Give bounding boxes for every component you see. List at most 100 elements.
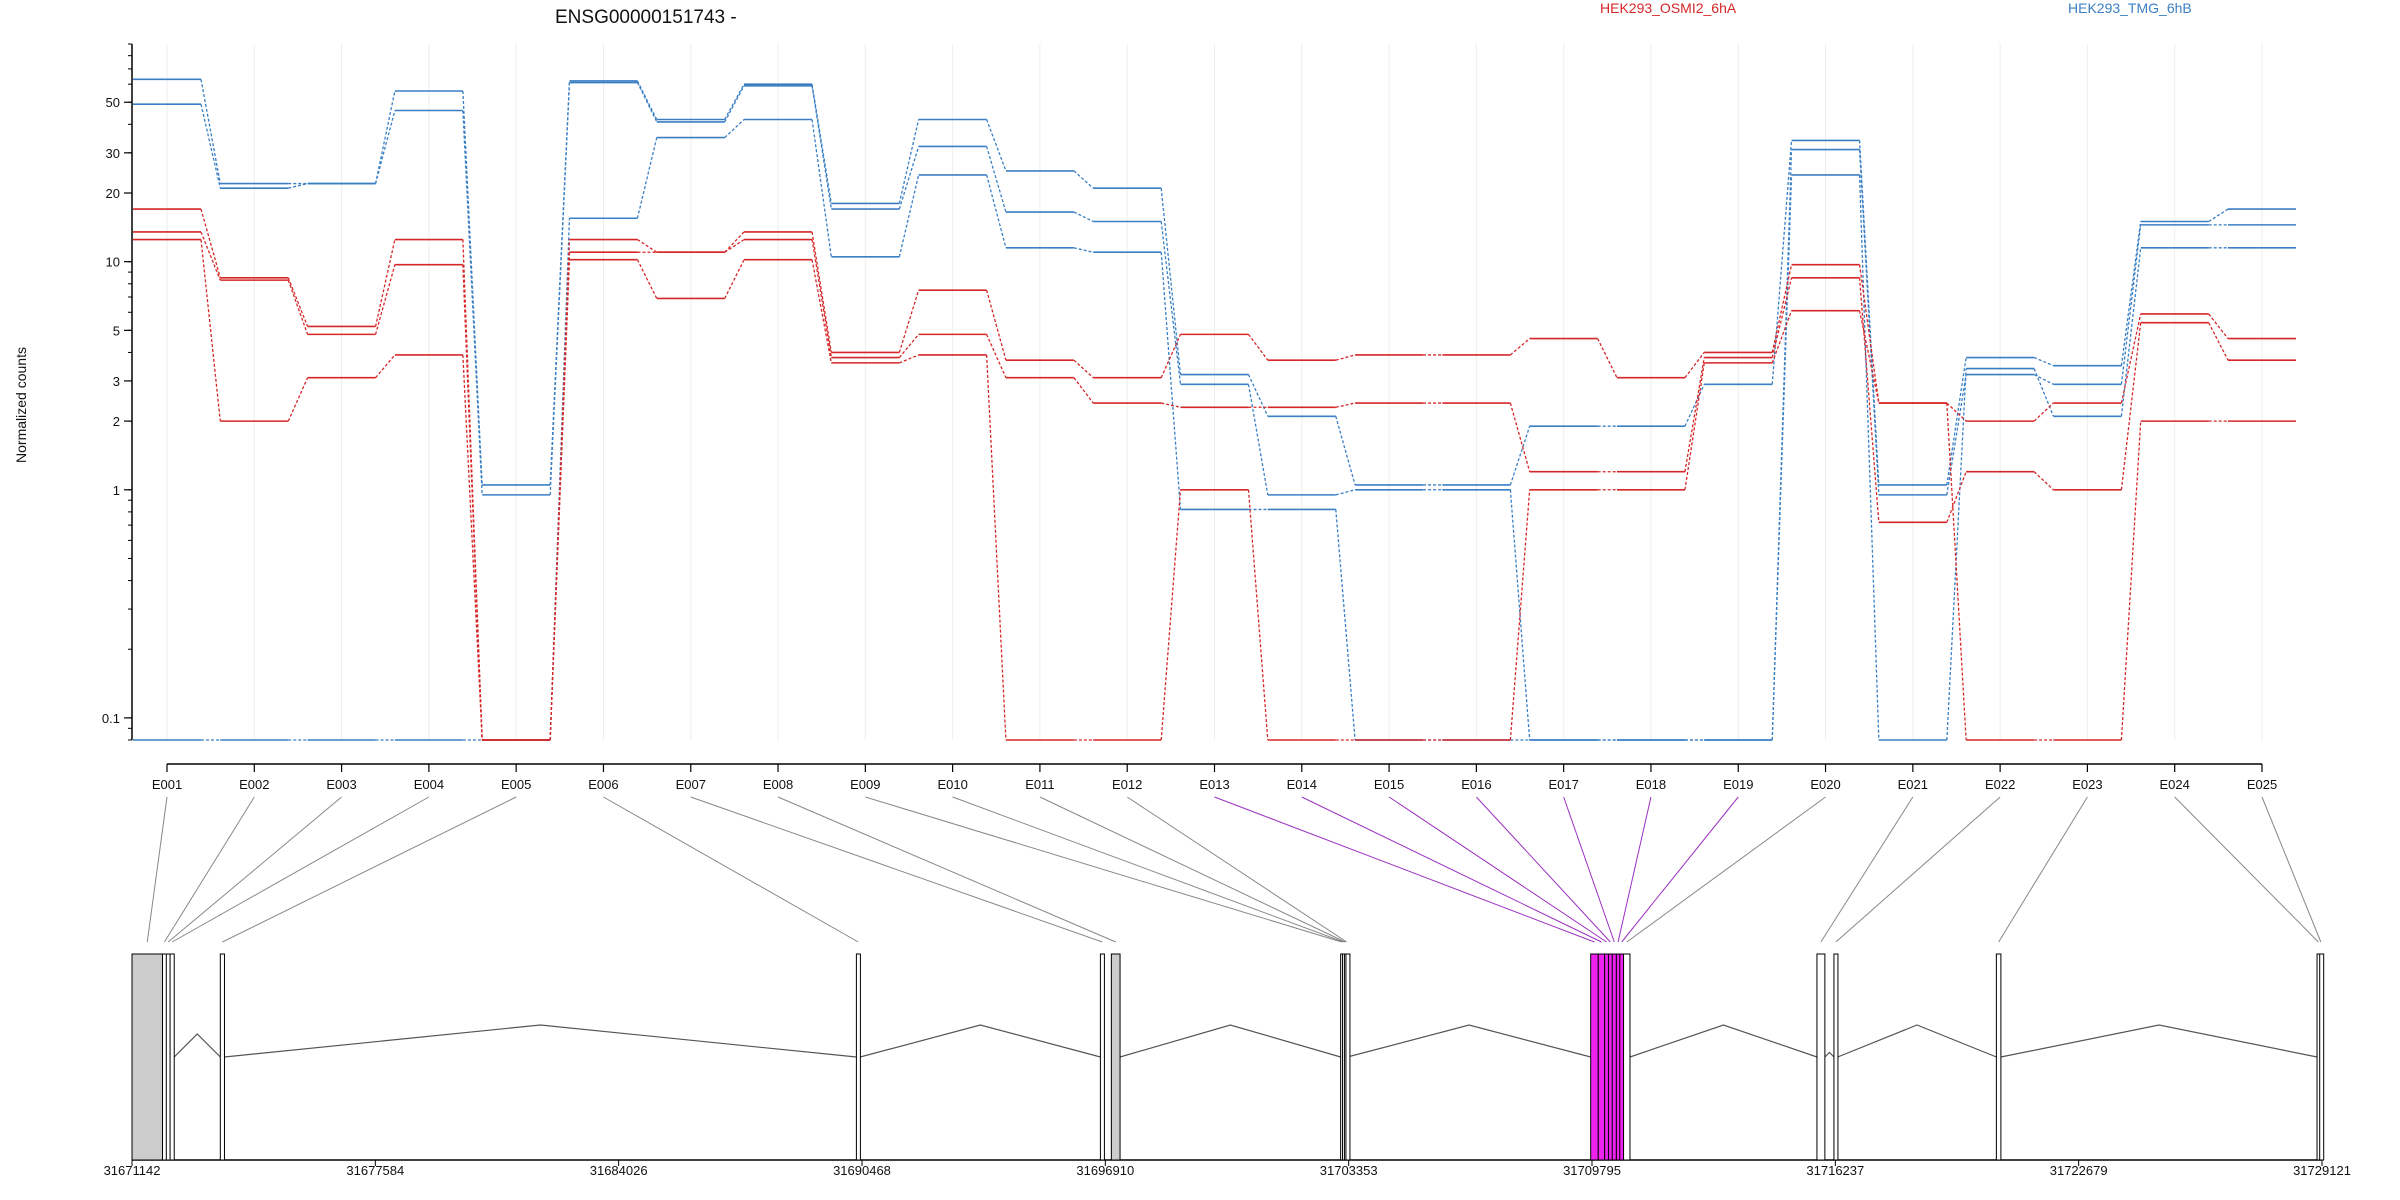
- series-connector: [1946, 402, 1967, 422]
- series-connector: [2033, 471, 2054, 491]
- series-connector: [1160, 489, 1182, 741]
- series-connector: [2120, 421, 2142, 741]
- series-connector: [1946, 368, 1967, 741]
- connector-E011: [1039, 796, 1346, 943]
- genomic-tick-label: 31703353: [1320, 1163, 1378, 1178]
- genomic-tick-label: 31684026: [590, 1163, 648, 1178]
- series-connector: [986, 334, 1007, 378]
- legend-entry-osmi2: HEK293_OSMI2_6hA: [1600, 0, 1737, 16]
- series-connector: [2120, 224, 2142, 385]
- x-tick-label: E019: [1723, 777, 1753, 792]
- series-connector: [1160, 221, 1182, 385]
- series-connector: [1771, 277, 1793, 358]
- series-connector: [1509, 425, 1531, 486]
- series-connector: [1073, 247, 1094, 253]
- y-tick-label: 20: [106, 186, 120, 201]
- y-tick-label: 30: [106, 146, 120, 161]
- x-tick-label: E023: [2072, 777, 2102, 792]
- x-tick-label: E006: [588, 777, 618, 792]
- series-connector: [986, 146, 1007, 213]
- series-connector: [200, 104, 221, 189]
- y-axis-label: Normalized counts: [13, 347, 29, 463]
- intron-line: [860, 1024, 1101, 1058]
- series-connector: [287, 279, 309, 335]
- series-connector: [462, 354, 483, 741]
- connector-E008: [777, 796, 1116, 943]
- connector-E023: [1998, 796, 2088, 943]
- chart-title: ENSG00000151743 -: [555, 7, 737, 28]
- exon-E021: [1816, 953, 1826, 1161]
- series-connector: [2033, 356, 2054, 367]
- series-connector: [1335, 509, 1356, 741]
- x-tick-label: E002: [239, 777, 269, 792]
- series-connector: [2120, 247, 2142, 417]
- plot-area: 0.1 1 2 3 5 10 20 30 50 E001 E002 E003 E004 E005 E006 E…: [102, 43, 2296, 792]
- exon-E022: [1833, 953, 1839, 1161]
- series-connector: [200, 79, 221, 184]
- exon-E012: [1345, 953, 1351, 1161]
- series-connector: [1073, 170, 1094, 189]
- x-tick-label: E011: [1025, 777, 1054, 792]
- series-connector: [724, 85, 745, 123]
- series-connector: [898, 289, 920, 353]
- series-connector: [1684, 362, 1705, 490]
- genomic-tick-label: 31677584: [346, 1163, 404, 1178]
- connector-E010: [952, 796, 1344, 943]
- genomic-tick-label: 31729121: [2293, 1163, 2351, 1178]
- series-connector: [986, 119, 1007, 172]
- series-connector: [1946, 357, 1967, 486]
- series-connector: [1335, 489, 1356, 496]
- series-connector: [1073, 211, 1094, 223]
- series-connector: [200, 231, 221, 281]
- series-connector: [1858, 264, 1880, 404]
- genomic-tick-label: 31696910: [1076, 1163, 1134, 1178]
- intron-line: [2000, 1024, 2318, 1058]
- x-tick-label: E025: [2247, 777, 2277, 792]
- genomic-tick-label: 31671142: [104, 1163, 161, 1178]
- connector-E004: [171, 796, 430, 943]
- series-connector: [2120, 221, 2142, 366]
- x-tick-label: E010: [937, 777, 967, 792]
- series-connector: [811, 84, 832, 204]
- series-connector: [899, 354, 919, 364]
- series-connector: [811, 231, 832, 353]
- x-tick-label: E014: [1287, 777, 1317, 792]
- intron-line: [1824, 1051, 1835, 1058]
- series-connector: [2120, 322, 2142, 490]
- series-connector: [2033, 402, 2054, 422]
- series-connector: [1858, 310, 1880, 404]
- genomic-tick-label: 31690468: [833, 1163, 891, 1178]
- x-tick-label: E016: [1461, 777, 1491, 792]
- series-connector: [811, 259, 832, 364]
- series-connector: [1946, 403, 1967, 741]
- connector-E016: [1476, 796, 1611, 943]
- exon-E001: [131, 953, 164, 1161]
- series-connector: [1335, 416, 1356, 486]
- genomic-tick-label: 31709795: [1563, 1163, 1621, 1178]
- series-connector: [636, 82, 658, 123]
- series-connector: [2208, 322, 2229, 361]
- x-tick-label: E018: [1636, 777, 1666, 792]
- series-connector: [1684, 357, 1705, 472]
- series-connector: [985, 289, 1007, 361]
- series-connector: [1160, 252, 1182, 510]
- series-connector: [200, 239, 221, 422]
- series-HEK293_OSMI2_6hA: [133, 238, 2296, 741]
- x-tick-label: E022: [1985, 777, 2015, 792]
- series-connector: [1858, 174, 1880, 741]
- series-connector: [1247, 384, 1269, 495]
- connector-E024: [2174, 796, 2319, 943]
- series-connector: [1509, 489, 1531, 741]
- series-connector: [1161, 402, 1181, 408]
- connector-E015: [1388, 796, 1607, 943]
- series-connector: [1335, 402, 1356, 408]
- series-connector: [1247, 489, 1269, 741]
- x-tick-label: E001: [152, 777, 182, 792]
- series-connector: [1771, 310, 1793, 364]
- series-connector: [1858, 277, 1880, 523]
- series-connector: [374, 264, 396, 335]
- series-connector: [200, 208, 221, 278]
- series-connector: [2120, 313, 2142, 404]
